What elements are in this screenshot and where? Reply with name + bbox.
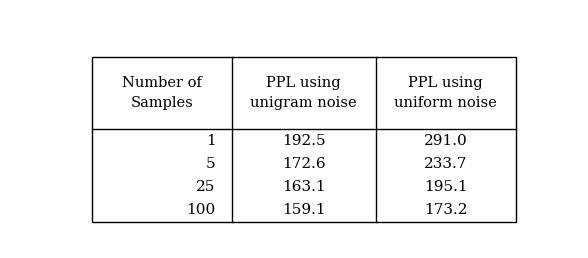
Text: uniform noise: uniform noise — [394, 96, 497, 110]
Text: 159.1: 159.1 — [282, 203, 325, 217]
Text: 163.1: 163.1 — [282, 180, 325, 194]
Text: 172.6: 172.6 — [282, 157, 325, 171]
Text: 291.0: 291.0 — [424, 134, 467, 148]
Text: 173.2: 173.2 — [424, 203, 467, 217]
Text: 195.1: 195.1 — [424, 180, 467, 194]
Text: Number of: Number of — [122, 76, 202, 90]
Text: unigram noise: unigram noise — [250, 96, 357, 110]
Text: 5: 5 — [206, 157, 216, 171]
Text: Samples: Samples — [131, 96, 193, 110]
Text: 233.7: 233.7 — [424, 157, 467, 171]
Text: PPL using: PPL using — [408, 76, 483, 90]
Text: 192.5: 192.5 — [282, 134, 325, 148]
Text: 100: 100 — [186, 203, 216, 217]
Text: PPL using: PPL using — [266, 76, 341, 90]
Text: 25: 25 — [196, 180, 216, 194]
Text: 1: 1 — [206, 134, 216, 148]
